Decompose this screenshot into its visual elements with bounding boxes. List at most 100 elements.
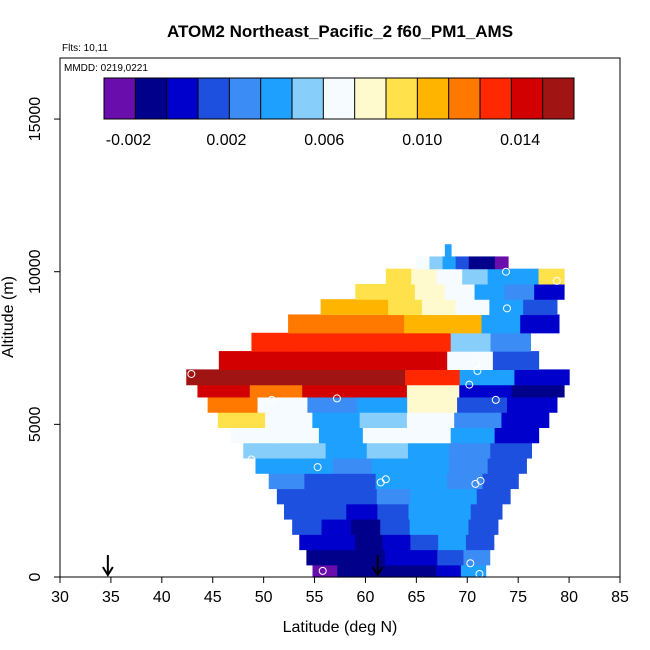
colorbar-swatch xyxy=(292,78,324,119)
heatmap-cell xyxy=(513,268,540,285)
heatmap-cell xyxy=(406,412,455,428)
heatmap-cell xyxy=(249,384,303,398)
arrow-marker xyxy=(102,555,114,577)
heatmap-cell xyxy=(410,457,450,474)
heatmap-cell xyxy=(407,396,458,413)
heatmap-cell xyxy=(350,369,406,386)
x-tick-label: 70 xyxy=(458,589,476,606)
colorbar-swatch xyxy=(386,78,418,119)
heatmap-cell xyxy=(474,283,505,300)
heatmap-cell xyxy=(487,457,527,474)
x-tick-label: 60 xyxy=(357,589,375,606)
heatmap-cells xyxy=(186,244,570,578)
heatmap-cell xyxy=(404,314,444,334)
y-tick-label: 0 xyxy=(27,572,44,581)
heatmap-cell xyxy=(534,283,565,300)
y-axis: 0 5000 10000 15000 xyxy=(27,97,60,581)
heatmap-cell xyxy=(442,314,483,334)
heatmap-cell xyxy=(439,503,472,520)
heatmap-cell xyxy=(243,442,286,459)
heatmap-cell xyxy=(457,396,508,413)
sample-point xyxy=(267,395,276,404)
sample-point xyxy=(332,394,341,403)
heatmap-cell xyxy=(350,518,381,535)
heatmap-cell xyxy=(325,442,368,459)
heatmap-cell xyxy=(288,314,328,334)
heatmap-cell xyxy=(482,473,519,490)
heatmap-cell xyxy=(315,503,347,520)
heatmap-cell xyxy=(375,473,412,490)
y-tick-label: 5000 xyxy=(27,406,44,442)
x-tick-label: 30 xyxy=(51,589,69,606)
heatmap-cell xyxy=(295,369,351,386)
colorbar-swatch xyxy=(260,78,293,119)
heatmap-cell xyxy=(410,534,439,551)
heatmap-cell xyxy=(476,488,511,505)
heatmap-cell xyxy=(284,442,327,459)
colorbar-swatch xyxy=(198,78,230,119)
heatmap-cell xyxy=(406,384,460,398)
x-tick-label: 75 xyxy=(509,589,527,606)
y-tick-label: 10000 xyxy=(27,249,44,294)
heatmap-cell xyxy=(410,332,452,352)
heatmap-cell xyxy=(460,564,487,578)
heatmap-cell xyxy=(343,488,378,505)
heatmap-cell xyxy=(310,351,357,370)
heatmap-cell xyxy=(411,473,448,490)
heatmap-cell xyxy=(436,268,463,285)
sample-points xyxy=(187,267,570,578)
colorbar-swatch xyxy=(542,78,575,119)
colorbar-frame xyxy=(103,77,575,120)
heatmap-cell xyxy=(411,549,438,566)
heatmap-cell xyxy=(450,427,496,444)
heatmap-cell xyxy=(386,564,413,578)
colorbar-tick-label: 0.002 xyxy=(206,132,246,149)
heatmap-cell xyxy=(489,299,524,316)
heatmap-cell xyxy=(449,442,491,459)
heatmap-cell xyxy=(291,332,332,352)
heatmap-cell xyxy=(359,412,408,428)
colorbar-swatch xyxy=(166,78,199,119)
heatmap-cell xyxy=(447,351,494,370)
heatmap-cell xyxy=(312,564,338,578)
heatmap-cell xyxy=(274,427,320,444)
heatmap-cell xyxy=(450,332,492,352)
heatmap-cell xyxy=(265,412,313,428)
colorbar-swatch xyxy=(229,78,262,119)
heatmap-cell xyxy=(444,283,476,300)
heatmap-cell xyxy=(439,518,470,535)
chart-title: ATOM2 Northeast_Pacific_2 f60_PM1_AMS xyxy=(167,22,513,41)
heatmap-cell xyxy=(463,549,491,566)
heatmap-cell xyxy=(307,396,358,413)
heatmap-cell xyxy=(304,473,341,490)
heatmap-cell xyxy=(370,332,412,352)
heatmap-cell xyxy=(410,488,445,505)
heatmap-cell xyxy=(468,518,499,535)
colorbar-tick-label: 0.010 xyxy=(402,132,442,149)
heatmap-cell xyxy=(332,549,360,566)
heatmap-cell xyxy=(251,332,292,352)
sample-point xyxy=(491,395,500,404)
heatmap-cell xyxy=(455,299,490,316)
heatmap-cell xyxy=(446,473,484,490)
heatmap-cell xyxy=(384,549,412,566)
heatmap-cell xyxy=(494,427,540,444)
heatmap-cell xyxy=(514,369,570,386)
heatmap-cell xyxy=(382,534,411,551)
heatmap-cell xyxy=(365,314,405,334)
heatmap-cell xyxy=(186,369,242,386)
x-axis: 30 35 40 45 50 55 60 65 70 75 80 85 xyxy=(51,577,629,606)
heatmap-cell xyxy=(354,384,408,398)
x-tick-label: 55 xyxy=(306,589,324,606)
heatmap-cell xyxy=(421,299,457,316)
heatmap-cell xyxy=(355,283,386,300)
heatmap-cell xyxy=(506,396,558,413)
heatmap-cell xyxy=(487,268,514,285)
y-tick-label: 15000 xyxy=(27,97,44,142)
heatmap-cell xyxy=(454,412,503,428)
sample-point xyxy=(472,359,481,368)
heatmap-cell xyxy=(357,396,408,413)
heatmap-cell xyxy=(321,518,352,535)
heatmap-cell xyxy=(255,457,295,474)
